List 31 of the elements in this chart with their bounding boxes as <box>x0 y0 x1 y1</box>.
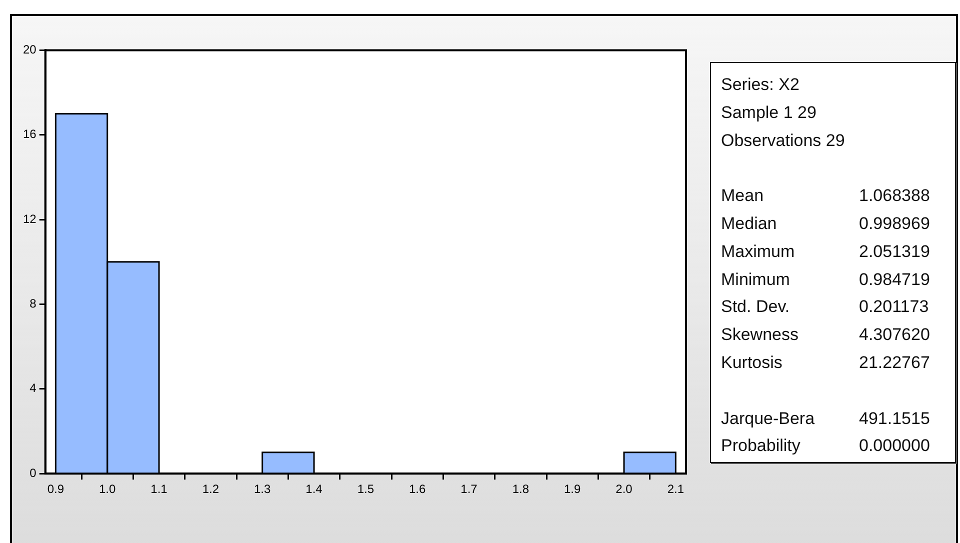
text: Jarque-Bera 491.1515 <box>721 408 930 428</box>
text: Minimum 0.984719 <box>721 270 930 289</box>
text: Mean 1.068388 <box>721 186 930 206</box>
x-tick-label: 1.0 <box>99 482 116 496</box>
y-tick-label: 4 <box>30 381 37 396</box>
text: Skewness 4.307620 <box>721 325 930 344</box>
y-tick-label: 16 <box>22 127 37 142</box>
x-tick-label: 1.6 <box>408 482 426 496</box>
x-tick-label: 2.1 <box>667 482 684 496</box>
text: Observations 29 <box>721 130 846 152</box>
x-tick-label: 0.9 <box>47 482 64 496</box>
x-tick-label: 1.7 <box>460 482 478 496</box>
x-tick-label: 1.8 <box>512 482 530 496</box>
x-tick-label: 1.3 <box>254 482 272 496</box>
y-tick-label: 0 <box>30 466 37 480</box>
text: Std. Dev. 0.201173 <box>721 297 929 316</box>
x-tick-label: 2.0 <box>616 482 633 496</box>
text: Sample 1 29 <box>721 102 818 124</box>
x-tick-label: 1.4 <box>306 482 323 496</box>
y-tick-label: 20 <box>22 42 37 57</box>
text: Series: X2 <box>721 74 800 96</box>
x-tick-label: 1.5 <box>357 482 374 496</box>
text: Probability 0.000000 <box>721 436 930 456</box>
y-tick-label: 12 <box>22 212 37 226</box>
text: Kurtosis 21.22767 <box>721 352 930 372</box>
y-tick-label: 8 <box>30 296 37 311</box>
text: Median 0.998969 <box>721 214 930 233</box>
x-tick-label: 1.1 <box>150 482 168 496</box>
x-tick-label: 1.9 <box>564 482 581 496</box>
x-tick-label: 1.2 <box>202 482 220 496</box>
text: Maximum 2.051319 <box>721 242 930 261</box>
